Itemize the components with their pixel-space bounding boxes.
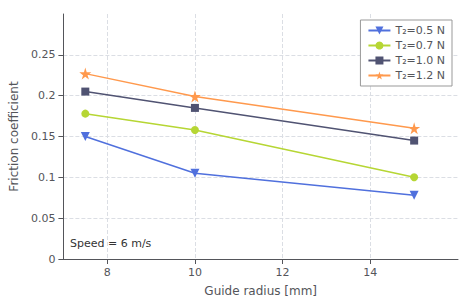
svg-text:0: 0: [48, 253, 55, 266]
svg-text:0.05: 0.05: [31, 212, 56, 225]
svg-text:0.1: 0.1: [38, 171, 56, 184]
svg-text:Guide radius [mm]: Guide radius [mm]: [204, 284, 317, 298]
svg-text:T₂=0.5 N: T₂=0.5 N: [394, 24, 445, 37]
svg-text:T₂=0.7 N: T₂=0.7 N: [394, 39, 445, 52]
svg-text:8: 8: [104, 266, 111, 279]
svg-text:T₂=1.0 N: T₂=1.0 N: [394, 54, 445, 67]
svg-text:0.25: 0.25: [31, 48, 56, 61]
svg-text:10: 10: [188, 266, 202, 279]
svg-text:12: 12: [276, 266, 290, 279]
svg-text:14: 14: [363, 266, 377, 279]
svg-text:0.15: 0.15: [31, 130, 56, 143]
svg-text:T₂=1.2 N: T₂=1.2 N: [394, 69, 445, 82]
svg-text:0.2: 0.2: [38, 89, 56, 102]
svg-text:Speed = 6 m/s: Speed = 6 m/s: [70, 237, 152, 250]
svg-text:Friction coefficient: Friction coefficient: [7, 81, 21, 192]
